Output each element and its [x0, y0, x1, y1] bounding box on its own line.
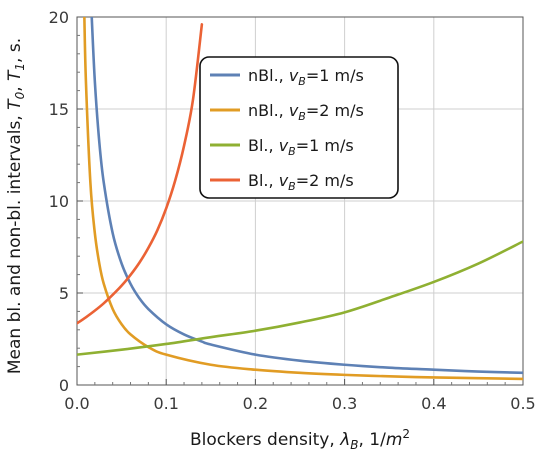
y-tick-labels: 0 5 10 15 20 — [49, 8, 69, 395]
y-axis-label-part-1: Mean bl. and non-bl. intervals, — [5, 110, 25, 374]
y-tick-label: 15 — [49, 100, 69, 119]
y-axis-label-t0-sub: 0 — [13, 91, 27, 99]
x-tick-label: 0.0 — [64, 394, 89, 413]
legend-entry-nbl-v1: nBl., vB=1 m/s — [210, 66, 364, 88]
legend-entry-nbl-v2: nBl., vB=2 m/s — [210, 101, 364, 123]
x-axis-label-part-1: Blockers density, — [190, 430, 340, 450]
y-axis-label: Mean bl. and non-bl. intervals, T0, T1, … — [5, 38, 27, 374]
legend-label: Bl., vB=2 m/s — [248, 171, 354, 193]
x-tick-label: 0.5 — [510, 394, 535, 413]
plot-area — [77, 17, 523, 381]
legend-label: nBl., vB=2 m/s — [248, 101, 364, 123]
y-axis-label-t1-sub: 1 — [13, 63, 27, 71]
y-axis-label-sep: , — [5, 81, 25, 92]
tick-marks — [76, 16, 524, 386]
x-axis-label-subscript: B — [350, 438, 358, 452]
y-tick-label: 0 — [59, 376, 69, 395]
legend: nBl., vB=1 m/s nBl., vB=2 m/s Bl., vB=1 m/… — [199, 56, 399, 199]
series-line-bl-v2 — [77, 23, 204, 325]
x-axis-label: Blockers density, λB, 1/m2 — [190, 427, 410, 452]
x-tick-label: 0.3 — [332, 394, 357, 413]
legend-label: Bl., vB=1 m/s — [248, 136, 354, 158]
x-axis-label-part-2: , 1/ — [358, 430, 386, 450]
y-axis-label-part-2: , s. — [5, 38, 25, 63]
y-axis-label-t1: T — [5, 69, 25, 81]
series-line-bl-v1 — [77, 240, 523, 356]
legend-entry-bl-v2: Bl., vB=2 m/s — [210, 171, 354, 193]
x-tick-label: 0.2 — [243, 394, 268, 413]
legend-box — [199, 56, 399, 199]
x-axis-label-m: m — [386, 430, 403, 450]
series-lines — [77, 17, 523, 381]
x-axis-label-superscript: 2 — [402, 427, 410, 441]
legend-label: nBl., vB=1 m/s — [248, 66, 364, 88]
y-axis-label-t0: T — [5, 98, 25, 110]
x-tick-label: 0.4 — [421, 394, 446, 413]
y-tick-label: 20 — [49, 8, 69, 27]
series-line-nbl-v1 — [90, 17, 523, 375]
x-tick-label: 0.1 — [153, 394, 178, 413]
x-axis-label-lambda: λ — [339, 430, 350, 450]
y-tick-label: 10 — [49, 192, 69, 211]
legend-entry-bl-v1: Bl., vB=1 m/s — [210, 136, 354, 158]
y-tick-label: 5 — [59, 284, 69, 303]
x-tick-labels: 0.0 0.1 0.2 0.3 0.4 0.5 — [64, 394, 535, 413]
